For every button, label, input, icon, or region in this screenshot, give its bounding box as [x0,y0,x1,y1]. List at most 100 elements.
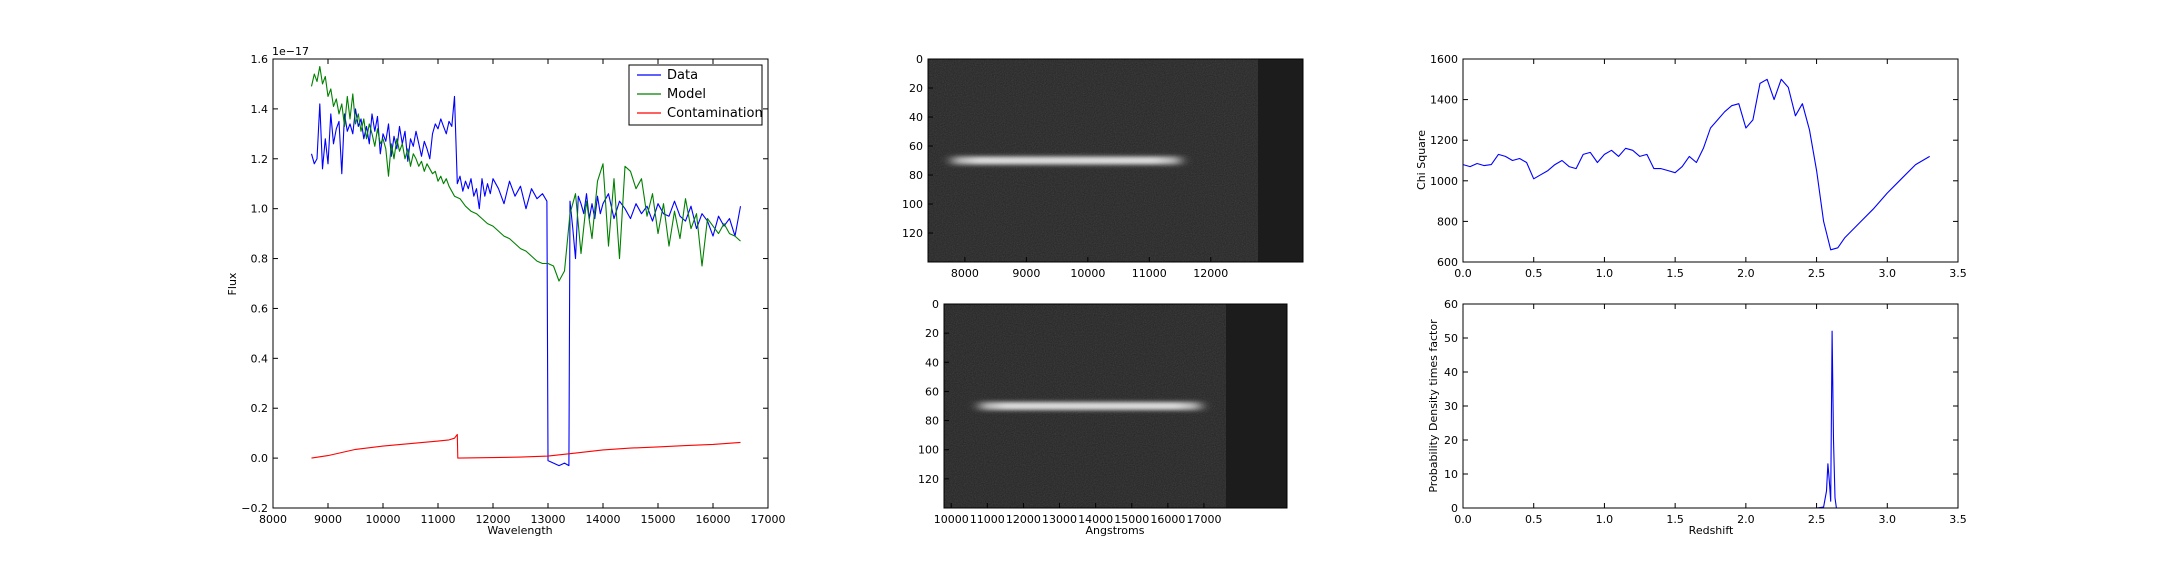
image-top-ytick-label: 0 [916,53,923,66]
chi-square-ytick-label: 1400 [1430,94,1458,107]
probability-density-xtick-label: 1.0 [1596,513,1614,526]
image-top-x-ticks: 8000 9000 10000 11000 12000 [951,257,1228,280]
spectrum-ylabel: Flux [226,272,239,295]
chi-square-xtick-label: 0.0 [1454,267,1472,280]
image-top-xtick-label: 12000 [1193,267,1228,280]
image-bottom-xtick-label: 10000 [934,513,969,526]
probability-density-ytick-label: 10 [1444,468,1458,481]
probability-density-plot: 0.0 0.5 1.0 1.5 2.0 2.5 3.0 3.5 0 10 20 30 40 50 60 R… [1427,298,1967,537]
spectrum-data-line [310,95,742,467]
spectrum-ytick-label: 0.8 [251,253,269,266]
probability-density-ytick-label: 0 [1451,502,1458,515]
spectrum-model-line [310,65,741,282]
probability-density-xtick-label: 1.5 [1666,513,1684,526]
image-bottom-xtick-label: 15000 [1114,513,1149,526]
probability-density-ytick-label: 20 [1444,434,1458,447]
chi-square-axes-frame [1462,58,1959,263]
spectrum-axes-frame [272,58,769,509]
image-top-dark-strip [1258,59,1303,262]
spectrum-xtick-label: 8000 [259,513,287,526]
chi-square-xtick-label: 0.5 [1525,267,1543,280]
image-bottom-ytick-label: 120 [918,473,939,486]
spectrum-y-ticks: −0.2 0.0 0.2 0.4 0.6 0.8 1.0 1.2 1.4 1.6 [241,53,768,515]
spectrum-ytick-label: 0.0 [251,452,269,465]
image-bottom-ytick-label: 60 [925,385,939,398]
spectrum-plot: 8000 9000 10000 11000 12000 13000 14000 15000 16… [226,45,786,537]
probability-density-ytick-label: 40 [1444,366,1458,379]
image-bottom-xtick-label: 12000 [1006,513,1041,526]
image-top-y-ticks: 0 20 40 60 80 100 120 [902,53,933,240]
spectrum-ytick-label: 1.2 [251,153,269,166]
image-bottom-ytick-label: 0 [932,298,939,311]
spectrum-offset-text: 1e−17 [272,45,309,58]
spectrum-xtick-label: 11000 [421,513,456,526]
spectrum-xtick-label: 13000 [531,513,566,526]
image-top-ytick-label: 120 [902,227,923,240]
spectrum-x-ticks: 8000 9000 10000 11000 12000 13000 14000 15000 16… [259,59,786,526]
image-bottom-xtick-label: 13000 [1042,513,1077,526]
legend-label-contamination: Contamination [667,106,763,121]
probability-density-xtick-label: 2.0 [1737,513,1755,526]
spectrum-xtick-label: 16000 [696,513,731,526]
image-bottom-trace [997,404,1183,408]
spectrum-image-bottom: 10000 11000 12000 13000 14000 15000 16000 17000… [918,298,1288,537]
chi-square-plot: 0.0 0.5 1.0 1.5 2.0 2.5 3.0 3.5 600 800 1000 1200 1… [1415,53,1967,280]
image-top-xtick-label: 9000 [1012,267,1040,280]
spectrum-xtick-label: 12000 [476,513,511,526]
probability-density-xlabel: Redshift [1689,524,1734,537]
probability-density-x-ticks: 0.0 0.5 1.0 1.5 2.0 2.5 3.0 3.5 [1454,304,1967,526]
spectrum-series-layer [310,65,742,467]
spectrum-contamination-line [311,433,741,459]
probability-density-xtick-label: 3.0 [1879,513,1897,526]
chi-square-ytick-label: 800 [1437,215,1458,228]
probability-density-y-ticks: 0 10 20 30 40 50 60 [1444,298,1958,515]
spectrum-ytick-label: 0.6 [251,302,269,315]
probability-density-series-layer [1463,330,1930,508]
image-bottom-xtick-label: 14000 [1078,513,1113,526]
image-bottom-ytick-label: 20 [925,327,939,340]
image-top-ytick-label: 60 [909,140,923,153]
image-bottom-xtick-label: 17000 [1186,513,1221,526]
spectrum-xtick-label: 10000 [366,513,401,526]
image-bottom-ytick-label: 100 [918,444,939,457]
chi-square-xtick-label: 1.0 [1596,267,1614,280]
spectrum-ytick-label: 1.4 [251,103,269,116]
chi-square-ylabel: Chi Square [1415,130,1428,190]
legend: Data Model Contamination [628,64,763,126]
probability-density-xtick-label: 2.5 [1808,513,1826,526]
chi-square-xtick-label: 1.5 [1666,267,1684,280]
image-bottom-ytick-label: 40 [925,356,939,369]
spectrum-image-top: 8000 9000 10000 11000 12000 0 20 40 60 80 100 120 [902,53,1304,280]
probability-density-xtick-label: 0.5 [1525,513,1543,526]
legend-label-data: Data [667,68,698,83]
spectrum-xtick-label: 17000 [751,513,786,526]
spectrum-ytick-label: 1.6 [251,53,269,66]
image-top-ytick-label: 20 [909,82,923,95]
image-top-xtick-label: 11000 [1132,267,1167,280]
chi-square-ytick-label: 600 [1437,256,1458,269]
spectrum-xtick-label: 14000 [586,513,621,526]
probability-density-xtick-label: 3.5 [1949,513,1967,526]
chi-square-series-0-line [1463,78,1930,251]
image-top-ytick-label: 40 [909,111,923,124]
probability-density-axes-frame [1462,303,1959,509]
chi-square-xtick-label: 3.0 [1879,267,1897,280]
image-top-ytick-label: 80 [909,169,923,182]
chi-square-ytick-label: 1600 [1430,53,1458,66]
probability-density-ytick-label: 30 [1444,400,1458,413]
image-bottom-ytick-label: 80 [925,415,939,428]
probability-density-series-0-line [1463,330,1930,508]
image-bottom-y-ticks: 0 20 40 60 80 100 120 [918,298,949,486]
image-top-ytick-label: 100 [902,198,923,211]
spectrum-ytick-label: 0.4 [251,352,269,365]
chi-square-x-ticks: 0.0 0.5 1.0 1.5 2.0 2.5 3.0 3.5 [1454,59,1967,280]
image-bottom-dark-strip [1226,304,1287,508]
image-top-frame [927,58,1304,263]
legend-label-model: Model [667,87,706,102]
image-bottom-xtick-label: 16000 [1150,513,1185,526]
image-bottom-frame [943,303,1288,509]
image-bottom-xlabel: Angstroms [1086,524,1145,537]
spectrum-ytick-label: 0.2 [251,402,269,415]
chi-square-y-ticks: 600 800 1000 1200 1400 1600 [1430,53,1958,269]
